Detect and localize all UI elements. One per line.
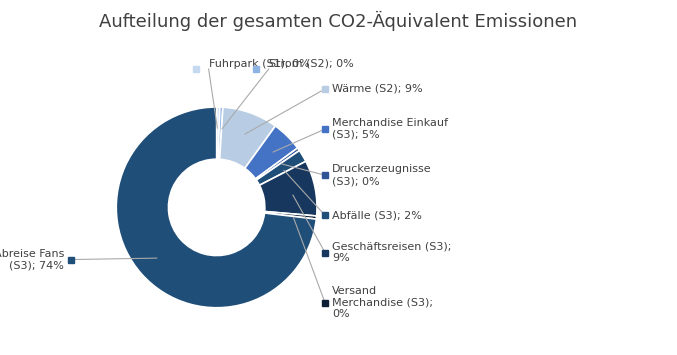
Text: Geschäftsreisen (S3);
9%: Geschäftsreisen (S3); 9%: [332, 242, 452, 263]
Wedge shape: [217, 107, 220, 159]
Text: Abfälle (S3); 2%: Abfälle (S3); 2%: [332, 211, 422, 220]
Wedge shape: [257, 151, 306, 185]
Text: Wärme (S2); 9%: Wärme (S2); 9%: [332, 84, 422, 94]
Wedge shape: [245, 126, 298, 179]
Text: Aufteilung der gesamten CO2-Äquivalent Emissionen: Aufteilung der gesamten CO2-Äquivalent E…: [100, 11, 577, 31]
Wedge shape: [259, 161, 317, 216]
Text: Fuhrpark (S1); 0%: Fuhrpark (S1); 0%: [209, 59, 309, 69]
Wedge shape: [265, 212, 317, 219]
Text: Merchandise Einkauf
(S3); 5%: Merchandise Einkauf (S3); 5%: [332, 118, 448, 140]
Text: Strom (S2); 0%: Strom (S2); 0%: [269, 59, 353, 69]
Text: An- und Abreise Fans
(S3); 74%: An- und Abreise Fans (S3); 74%: [0, 249, 64, 271]
Wedge shape: [116, 107, 316, 308]
Wedge shape: [218, 107, 223, 159]
Wedge shape: [219, 107, 276, 168]
Text: Druckerzeugnisse
(S3); 0%: Druckerzeugnisse (S3); 0%: [332, 164, 432, 186]
Wedge shape: [255, 148, 299, 180]
Text: Versand
Merchandise (S3);
0%: Versand Merchandise (S3); 0%: [332, 286, 433, 320]
